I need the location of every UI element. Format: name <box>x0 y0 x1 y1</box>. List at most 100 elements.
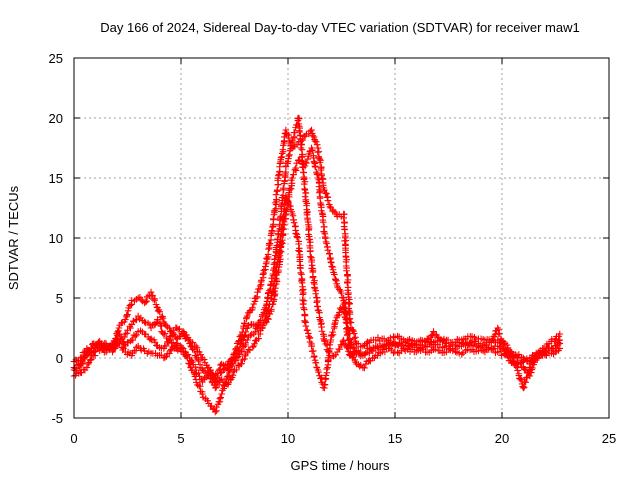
data-point <box>179 345 187 352</box>
data-point-dense <box>229 371 237 379</box>
data-point-dense <box>127 324 134 332</box>
data-point <box>556 345 564 352</box>
data-point-dense <box>142 298 150 306</box>
data-point-dense <box>323 190 330 198</box>
data-point-dense <box>124 311 131 318</box>
data-point-dense <box>346 351 353 358</box>
data-point-dense <box>276 214 284 222</box>
data-point <box>173 324 181 332</box>
data-point-dense <box>274 235 282 243</box>
data-point-dense <box>452 348 459 355</box>
data-point-dense <box>342 318 350 326</box>
y-tick-label: -5 <box>51 411 63 426</box>
data-point-dense <box>316 189 323 196</box>
data-point-dense <box>215 366 223 374</box>
data-point-dense <box>299 291 307 298</box>
data-point-dense <box>84 360 92 368</box>
data-point-dense <box>262 263 269 270</box>
data-point-dense <box>356 363 363 370</box>
data-point-dense <box>271 199 279 207</box>
data-point-dense <box>314 148 322 156</box>
data-point-dense <box>137 296 145 304</box>
data-point <box>173 340 181 347</box>
data-point <box>507 349 514 357</box>
data-point-dense <box>362 349 369 357</box>
x-tick-label: 25 <box>602 431 616 446</box>
data-point-dense <box>176 325 183 333</box>
data-point-dense <box>113 335 120 343</box>
x-tick-label: 20 <box>495 431 509 446</box>
data-point-dense <box>302 322 310 330</box>
data-point-dense <box>341 234 349 242</box>
data-point-dense <box>336 309 343 316</box>
data-point-dense <box>522 365 529 373</box>
data-point-dense <box>133 331 140 339</box>
data-point-dense <box>291 129 299 136</box>
data-point-dense <box>154 307 162 315</box>
data-point-dense <box>254 288 261 296</box>
data-point-dense <box>317 320 325 328</box>
data-point-dense <box>151 338 159 346</box>
data-point-dense <box>302 189 310 197</box>
data-point-dense <box>332 317 339 324</box>
data-point-dense <box>77 354 85 361</box>
data-point-dense <box>131 332 139 340</box>
data-point-dense <box>271 256 279 263</box>
y-tick-label: 20 <box>49 111 63 126</box>
data-point-dense <box>296 258 304 265</box>
data-point-dense <box>201 374 208 382</box>
data-point <box>199 366 206 374</box>
data-point-dense <box>374 334 382 341</box>
data-point-dense <box>312 290 320 298</box>
data-point-dense <box>161 330 169 337</box>
data-point-dense <box>361 364 368 372</box>
data-point-dense <box>522 378 529 386</box>
data-point <box>366 345 373 352</box>
data-point-dense <box>321 337 328 345</box>
data-point <box>211 408 219 416</box>
data-point-dense <box>123 312 131 319</box>
data-point-dense <box>303 326 311 334</box>
data-point-dense <box>541 351 549 358</box>
data-point-dense <box>323 240 330 247</box>
data-point-dense <box>217 394 224 401</box>
data-point-dense <box>259 322 267 330</box>
data-point <box>83 364 91 371</box>
data-point-dense <box>95 338 102 346</box>
data-point-dense <box>517 375 524 383</box>
x-tick-label: 15 <box>388 431 402 446</box>
data-point <box>115 324 123 332</box>
data-point-dense <box>307 253 314 260</box>
data-point-dense <box>309 132 317 139</box>
data-point-dense <box>295 247 302 254</box>
data-point-dense <box>317 166 325 174</box>
data-point <box>179 330 187 338</box>
data-point-dense <box>278 150 286 157</box>
data-point-dense <box>265 305 272 313</box>
data-point-dense <box>514 353 522 361</box>
y-tick-label: 10 <box>49 231 63 246</box>
data-point-dense <box>496 348 504 355</box>
data-point-dense <box>294 234 301 241</box>
data-point-dense <box>251 340 258 348</box>
data-point-dense <box>252 294 260 302</box>
data-point-dense <box>87 356 95 363</box>
data-point-dense <box>285 201 293 209</box>
data-point-dense <box>297 144 305 152</box>
data-point-dense <box>270 261 278 268</box>
data-point-dense <box>285 152 293 160</box>
data-point-dense <box>264 294 271 301</box>
data-point-dense <box>458 350 466 358</box>
data-point-dense <box>311 159 318 166</box>
data-point-dense <box>292 230 300 237</box>
data-point <box>147 288 155 296</box>
data-point-dense <box>489 345 497 353</box>
data-point-dense <box>184 351 192 358</box>
data-point <box>556 330 564 338</box>
y-axis-label: SDTVAR / TECUs <box>6 185 21 290</box>
x-tick-label: 10 <box>281 431 295 446</box>
data-point-dense <box>286 151 293 159</box>
data-point-dense <box>175 333 183 341</box>
data-point-dense <box>238 360 245 367</box>
data-point-dense <box>178 344 186 351</box>
